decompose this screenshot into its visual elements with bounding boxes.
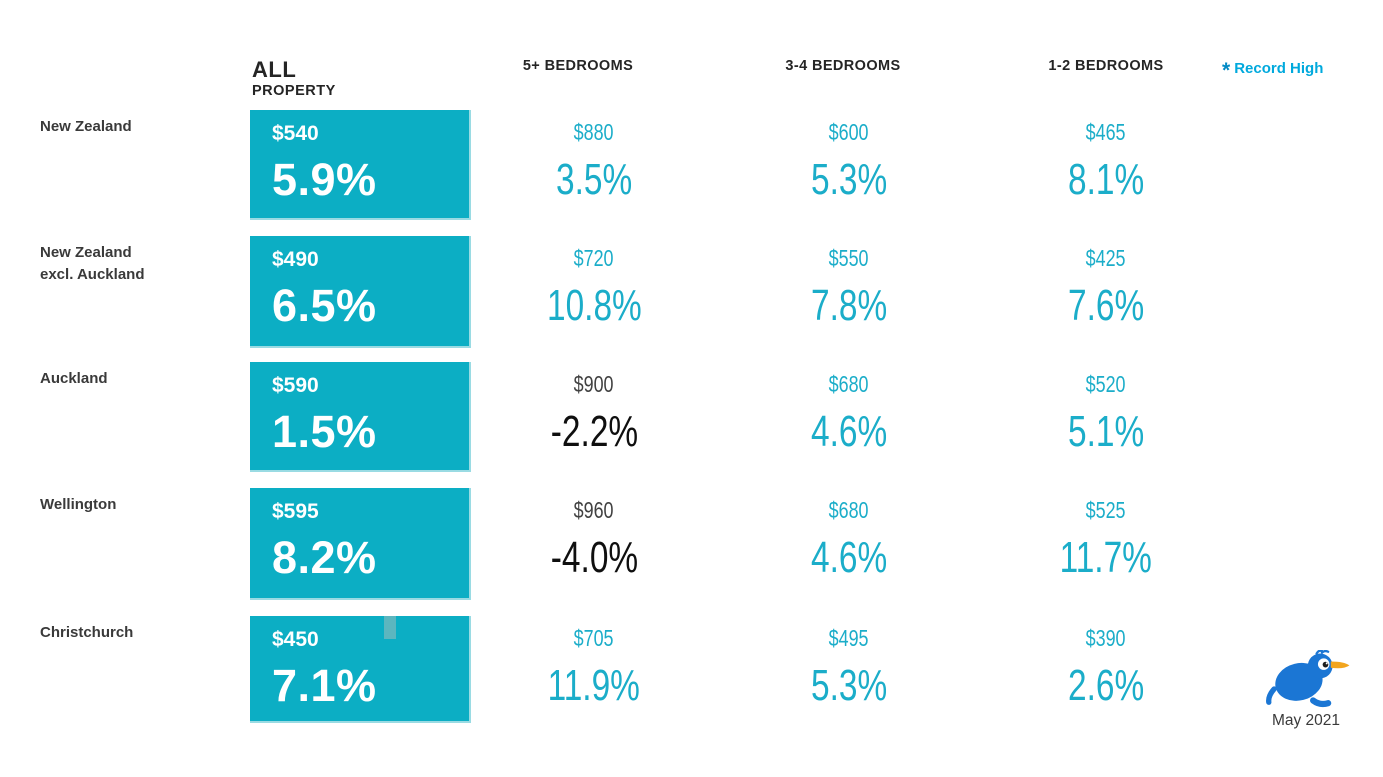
change-value: 10.8%: [546, 281, 642, 330]
all-property-header-line2: PROPERTY: [252, 83, 336, 99]
price-value: $425: [1086, 245, 1126, 271]
price-value: $525: [1086, 497, 1126, 523]
price-value: $600: [829, 119, 869, 145]
all-property-box: $590 1.5%: [250, 362, 471, 472]
price-value: $900: [574, 371, 614, 397]
change-value: -2.2%: [550, 407, 638, 456]
cell-3-4-bedrooms: $495 5.3%: [739, 616, 959, 723]
change-value: 5.3%: [810, 661, 888, 710]
row-label-line: excl. Auckland: [40, 266, 145, 283]
price-value: $495: [829, 625, 869, 651]
price-value: $720: [574, 245, 614, 271]
kiwi-bird-icon: [1266, 649, 1350, 708]
record-high-legend: * Record High: [1222, 60, 1324, 81]
price-value: $550: [829, 245, 869, 271]
all-property-change: 5.9%: [272, 154, 377, 205]
all-property-box: $450 7.1%: [250, 616, 471, 723]
cell-5plus-bedrooms: $900 -2.2%: [484, 362, 704, 472]
row-label-line: Christchurch: [40, 624, 134, 641]
cell-1-2-bedrooms: $465 8.1%: [996, 110, 1216, 220]
row-label-line: Auckland: [40, 370, 108, 387]
row-label-line: New Zealand: [40, 244, 132, 261]
change-value: 2.6%: [1067, 661, 1145, 710]
asterisk-icon: *: [1222, 59, 1231, 82]
all-property-change: 8.2%: [272, 532, 377, 583]
all-property-price: $590: [272, 374, 319, 397]
change-value: -4.0%: [550, 533, 638, 582]
all-property-change: 1.5%: [272, 406, 377, 457]
price-value: $465: [1086, 119, 1126, 145]
all-property-price: $595: [272, 500, 319, 523]
cell-3-4-bedrooms: $600 5.3%: [739, 110, 959, 220]
price-value: $705: [574, 625, 614, 651]
change-value: 8.1%: [1067, 155, 1145, 204]
price-value: $390: [1086, 625, 1126, 651]
change-value: 7.8%: [810, 281, 888, 330]
change-value: 7.6%: [1067, 281, 1145, 330]
all-property-box: $540 5.9%: [250, 110, 471, 220]
column-header-1-2-bedrooms: 1-2 BEDROOMS: [1048, 58, 1164, 74]
column-header-5plus-bedrooms: 5+ BEDROOMS: [522, 58, 634, 74]
table-row: Wellington $595 8.2% $960 -4.0% $680 4.6…: [0, 488, 1383, 600]
column-header-3-4-bedrooms: 3-4 BEDROOMS: [785, 58, 901, 74]
all-property-change: 7.1%: [272, 660, 377, 711]
report-date: May 2021: [1271, 712, 1341, 729]
row-label-wellington: Wellington: [40, 494, 240, 516]
row-label-line: New Zealand: [40, 118, 132, 135]
table-row: Auckland $590 1.5% $900 -2.2% $680 4.6% …: [0, 362, 1383, 472]
cell-1-2-bedrooms: $390 2.6%: [996, 616, 1216, 723]
price-value: $880: [574, 119, 614, 145]
change-value: 11.7%: [1059, 533, 1153, 582]
price-value: $960: [574, 497, 614, 523]
all-property-header-line1: ALL: [252, 57, 297, 82]
all-property-price: $540: [272, 122, 319, 145]
change-value: 5.3%: [810, 155, 888, 204]
cell-5plus-bedrooms: $720 10.8%: [484, 236, 704, 348]
table-row: New Zealand excl. Auckland $490 6.5% $72…: [0, 236, 1383, 348]
all-property-price: $450: [272, 628, 319, 651]
all-property-change: 6.5%: [272, 280, 377, 331]
cell-5plus-bedrooms: $880 3.5%: [484, 110, 704, 220]
price-value: $680: [829, 371, 869, 397]
all-property-box: $490 6.5%: [250, 236, 471, 348]
all-property-price: $490: [272, 248, 319, 271]
change-value: 4.6%: [810, 407, 888, 456]
row-label-christchurch: Christchurch: [40, 622, 240, 644]
record-high-label: Record High: [1234, 60, 1324, 77]
change-value: 4.6%: [810, 533, 888, 582]
row-label-new-zealand: New Zealand: [40, 116, 240, 138]
change-value: 5.1%: [1067, 407, 1145, 456]
kiwi-bird-logo: [1258, 649, 1354, 717]
row-label-auckland: Auckland: [40, 368, 240, 390]
table-row: New Zealand $540 5.9% $880 3.5% $600 5.3…: [0, 110, 1383, 220]
row-label-line: Wellington: [40, 496, 117, 513]
cell-3-4-bedrooms: $550 7.8%: [739, 236, 959, 348]
cell-3-4-bedrooms: $680 4.6%: [739, 488, 959, 600]
row-label-nz-excl-auckland: New Zealand excl. Auckland: [40, 242, 240, 286]
cell-3-4-bedrooms: $680 4.6%: [739, 362, 959, 472]
price-value: $680: [829, 497, 869, 523]
cell-5plus-bedrooms: $960 -4.0%: [484, 488, 704, 600]
all-property-box: $595 8.2%: [250, 488, 471, 600]
scrollbar-thumb[interactable]: [384, 616, 396, 639]
change-value: 11.9%: [547, 661, 641, 710]
table-row: Christchurch $450 7.1% $705 11.9% $495 5…: [0, 616, 1383, 723]
change-value: 3.5%: [555, 155, 633, 204]
cell-1-2-bedrooms: $425 7.6%: [996, 236, 1216, 348]
cell-5plus-bedrooms: $705 11.9%: [484, 616, 704, 723]
price-value: $520: [1086, 371, 1126, 397]
cell-1-2-bedrooms: $520 5.1%: [996, 362, 1216, 472]
cell-1-2-bedrooms: $525 11.7%: [996, 488, 1216, 600]
